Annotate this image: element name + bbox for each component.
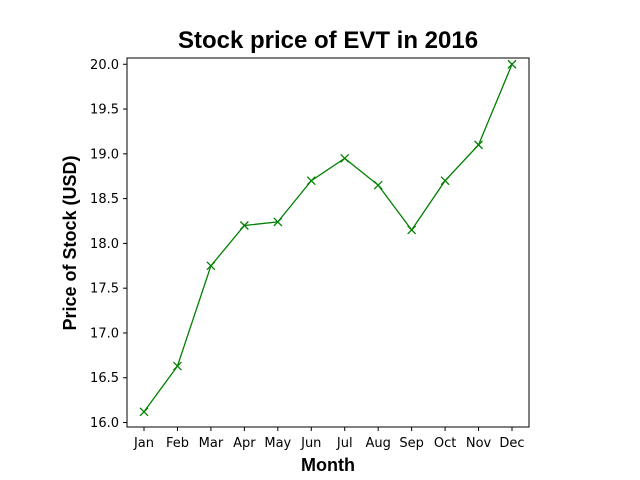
- x-tick-label: May: [264, 436, 291, 451]
- y-axis-label: Price of Stock (USD): [60, 155, 80, 330]
- marker-stroke: [139, 407, 149, 417]
- x-tick-label: Jan: [133, 436, 154, 451]
- series-line: [143, 64, 513, 413]
- x-tick-label: Oct: [434, 436, 456, 451]
- x-tick-label: Jun: [300, 436, 321, 451]
- marker-stroke: [172, 361, 182, 371]
- x-tick-label: Aug: [365, 436, 390, 451]
- y-tick-label: 18.0: [90, 237, 119, 252]
- y-tick-label: 20.0: [90, 58, 119, 73]
- data-point: [440, 176, 450, 186]
- marker-stroke: [373, 180, 383, 190]
- data-point: [474, 140, 484, 150]
- data-point: [340, 153, 350, 163]
- y-tick-label: 17.5: [90, 282, 119, 297]
- y-tick-label: 19.0: [90, 147, 119, 162]
- y-tick-label: 19.5: [90, 103, 119, 118]
- x-tick-label: Dec: [499, 436, 524, 451]
- y-tick-label: 17.0: [90, 326, 119, 341]
- x-tick-label: Jul: [336, 436, 353, 451]
- data-point: [206, 261, 216, 271]
- x-axis-label: Month: [301, 455, 355, 475]
- y-tick-label: 16.5: [90, 371, 119, 386]
- x-tick-label: Sep: [399, 436, 424, 451]
- marker-stroke: [340, 153, 350, 163]
- data-point: [139, 407, 149, 417]
- x-tick-label: Nov: [466, 436, 492, 451]
- chart-title: Stock price of EVT in 2016: [178, 27, 478, 54]
- marker-stroke: [407, 225, 417, 235]
- marker-stroke: [474, 140, 484, 150]
- x-axis: Jan Feb Mar Apr May Jun Jul Aug Sep Oct Nov Dec: [133, 427, 525, 451]
- marker-stroke: [306, 176, 316, 186]
- x-tick-label: Mar: [199, 436, 224, 451]
- data-point: [273, 217, 283, 227]
- marker-stroke: [273, 217, 283, 227]
- data-point: [306, 176, 316, 186]
- x-tick-label: Apr: [233, 436, 256, 451]
- y-tick-label: 18.5: [90, 192, 119, 207]
- data-point: [507, 59, 517, 69]
- y-tick-label: 16.0: [90, 416, 119, 431]
- marker-stroke: [507, 59, 517, 69]
- marker-stroke: [239, 221, 249, 230]
- data-point: [172, 361, 182, 371]
- data-point: [239, 221, 249, 230]
- data-point: [407, 225, 417, 235]
- plot-area: [126, 57, 530, 428]
- data-point: [373, 180, 383, 190]
- y-axis: 16.0 16.5 17.0 17.5 18.0 18.5 19.0 19.5 20.0: [90, 58, 127, 431]
- x-tick-label: Feb: [166, 436, 189, 451]
- series-group: [139, 59, 517, 417]
- marker-stroke: [440, 176, 450, 186]
- marker-stroke: [206, 261, 216, 271]
